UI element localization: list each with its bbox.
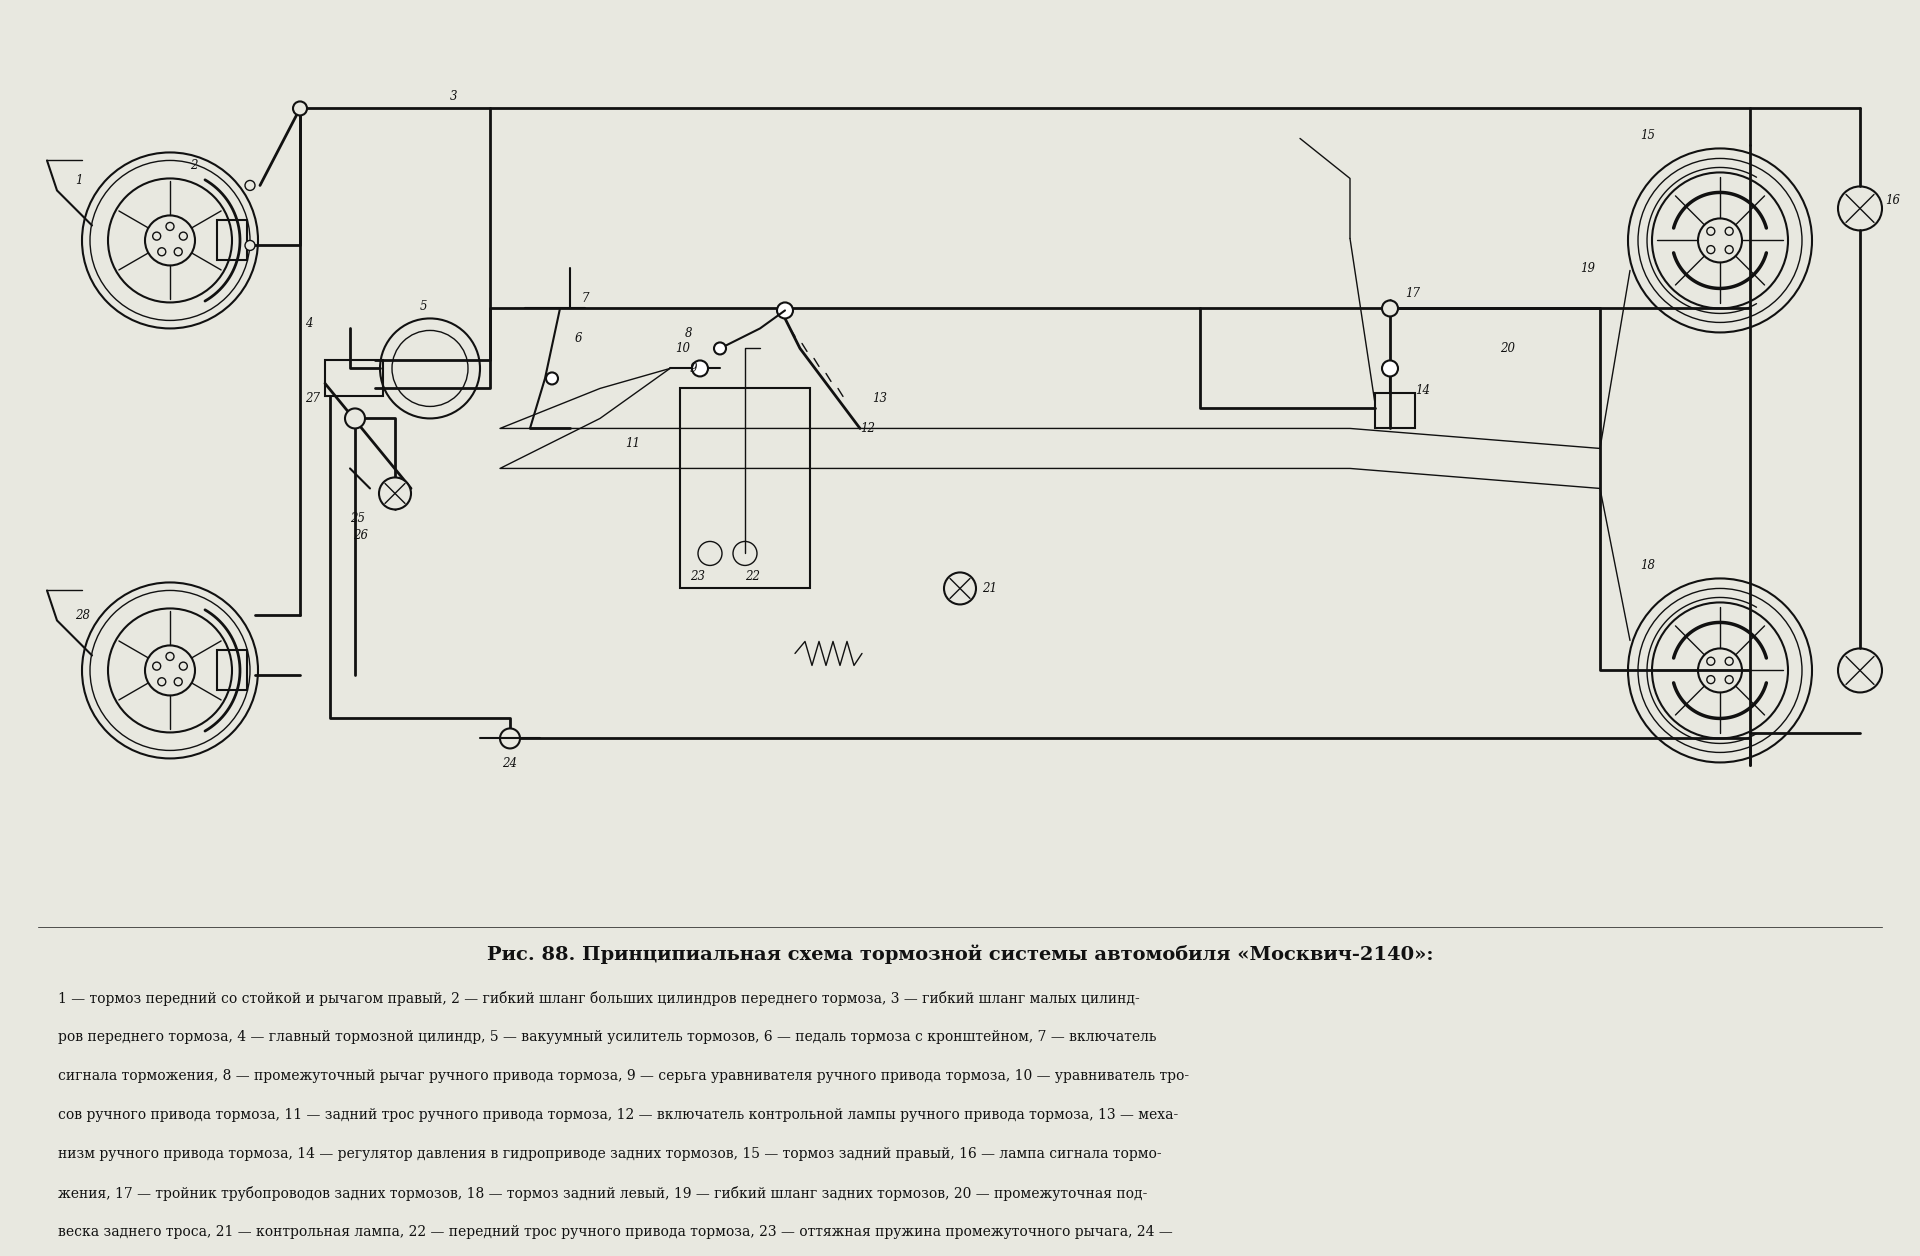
Text: 17: 17 bbox=[1405, 286, 1421, 300]
Text: 6: 6 bbox=[574, 332, 582, 345]
Text: веска заднего троса, 21 — контрольная лампа, 22 — передний трос ручного привода : веска заднего троса, 21 — контрольная ла… bbox=[58, 1226, 1173, 1240]
Text: 21: 21 bbox=[981, 582, 996, 595]
Text: 10: 10 bbox=[676, 342, 689, 355]
Bar bbox=[1375, 393, 1415, 428]
Bar bbox=[217, 651, 248, 691]
Text: 14: 14 bbox=[1415, 384, 1430, 397]
Text: 16: 16 bbox=[1885, 193, 1901, 207]
Text: 12: 12 bbox=[860, 422, 876, 435]
Text: 15: 15 bbox=[1640, 129, 1655, 142]
Text: 11: 11 bbox=[626, 437, 639, 450]
Text: 5: 5 bbox=[420, 300, 428, 313]
Text: Рис. 88. Принципиальная схема тормозной системы автомобиля «Москвич-2140»:: Рис. 88. Принципиальная схема тормозной … bbox=[488, 945, 1432, 963]
Circle shape bbox=[545, 373, 559, 384]
Text: 24: 24 bbox=[501, 757, 516, 770]
Text: сов ручного привода тормоза, 11 — задний трос ручного привода тормоза, 12 — вклю: сов ручного привода тормоза, 11 — задний… bbox=[58, 1109, 1177, 1123]
Text: 9: 9 bbox=[689, 362, 697, 376]
Circle shape bbox=[714, 343, 726, 354]
Text: 1 — тормоз передний со стойкой и рычагом правый, 2 — гибкий шланг больших цилинд: 1 — тормоз передний со стойкой и рычагом… bbox=[58, 991, 1139, 1006]
Circle shape bbox=[294, 102, 307, 116]
Text: 25: 25 bbox=[349, 512, 365, 525]
Circle shape bbox=[378, 477, 411, 510]
Text: 23: 23 bbox=[689, 570, 705, 583]
Text: низм ручного привода тормоза, 14 — регулятор давления в гидроприводе задних торм: низм ручного привода тормоза, 14 — регул… bbox=[58, 1148, 1162, 1162]
Circle shape bbox=[1382, 300, 1398, 317]
Circle shape bbox=[246, 240, 255, 250]
Text: 27: 27 bbox=[305, 392, 321, 404]
Text: жения, 17 — тройник трубопроводов задних тормозов, 18 — тормоз задний левый, 19 : жения, 17 — тройник трубопроводов задних… bbox=[58, 1187, 1146, 1202]
Text: 4: 4 bbox=[305, 317, 313, 330]
Circle shape bbox=[246, 181, 255, 191]
Circle shape bbox=[691, 360, 708, 377]
Text: 28: 28 bbox=[75, 609, 90, 622]
Circle shape bbox=[499, 728, 520, 749]
Text: 26: 26 bbox=[353, 529, 369, 541]
Bar bbox=[680, 388, 810, 589]
Text: 3: 3 bbox=[449, 90, 457, 103]
Bar bbox=[324, 360, 382, 397]
Text: 13: 13 bbox=[872, 392, 887, 404]
Text: ров переднего тормоза, 4 — главный тормозной цилиндр, 5 — вакуумный усилитель то: ров переднего тормоза, 4 — главный тормо… bbox=[58, 1030, 1156, 1045]
Circle shape bbox=[778, 303, 793, 319]
Circle shape bbox=[346, 408, 365, 428]
Text: 22: 22 bbox=[745, 570, 760, 583]
Text: 1: 1 bbox=[75, 173, 83, 187]
Bar bbox=[217, 221, 248, 260]
Text: 19: 19 bbox=[1580, 263, 1596, 275]
Text: 18: 18 bbox=[1640, 559, 1655, 571]
Text: сигнала торможения, 8 — промежуточный рычаг ручного привода тормоза, 9 — серьга : сигнала торможения, 8 — промежуточный ры… bbox=[58, 1069, 1188, 1084]
Text: 20: 20 bbox=[1500, 342, 1515, 355]
Text: 2: 2 bbox=[190, 160, 198, 172]
Circle shape bbox=[1382, 360, 1398, 377]
Text: 8: 8 bbox=[685, 327, 693, 340]
Text: 7: 7 bbox=[582, 291, 589, 305]
